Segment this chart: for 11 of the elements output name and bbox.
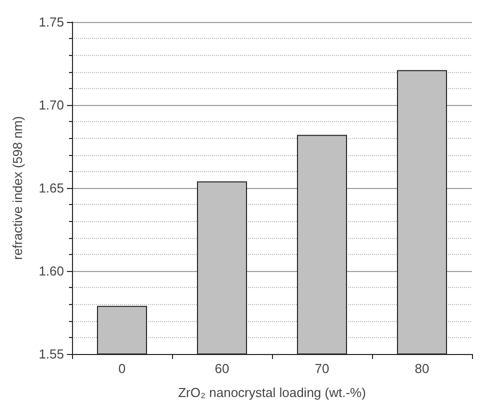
y-tick-label: 1.75 <box>38 14 64 30</box>
x-tick-label: 0 <box>118 361 126 376</box>
y-tick-label: 1.65 <box>38 180 64 196</box>
x-tick-label: 60 <box>214 361 230 376</box>
y-axis-title: refractive index (598 nm) <box>10 116 25 260</box>
x-tick-label: 80 <box>414 361 430 376</box>
y-tick-label: 1.60 <box>38 264 64 278</box>
x-tick-label: 70 <box>314 361 330 376</box>
y-tick-label: 1.70 <box>38 98 64 112</box>
x-axis-title: ZrO₂ nanocrystal loading (wt.-%) <box>178 385 366 400</box>
y-tick-label: 1.55 <box>38 346 64 362</box>
